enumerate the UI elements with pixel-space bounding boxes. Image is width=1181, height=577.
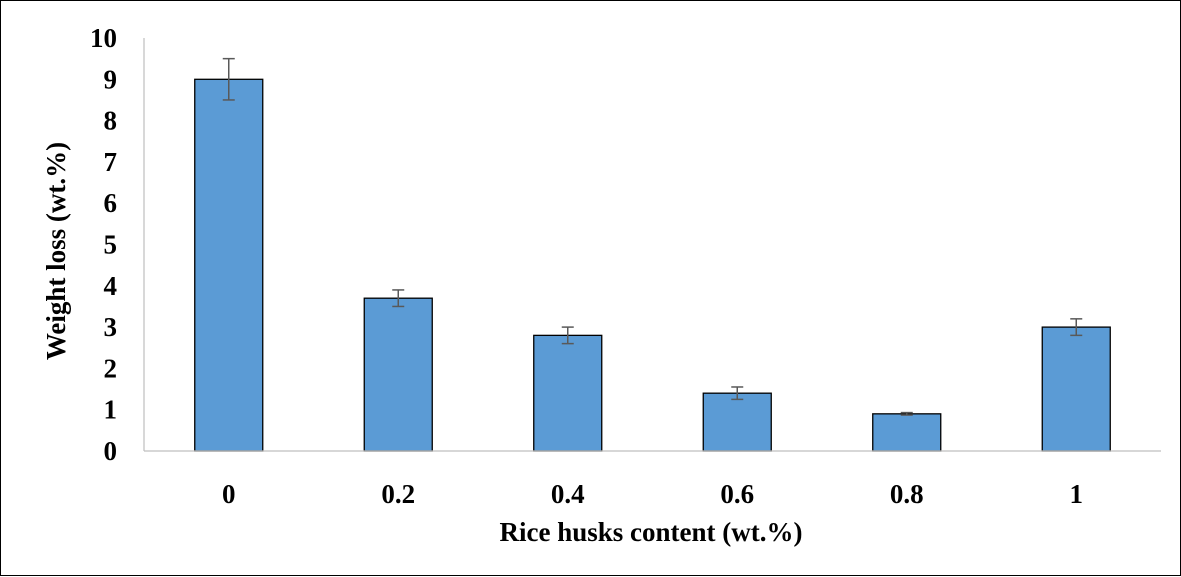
y-tick-labels: 0 1 2 3 4 5 6 7 8 9 10 xyxy=(90,23,117,466)
y-axis-title: Weight loss (wt.%) xyxy=(41,142,71,360)
error-bar xyxy=(561,326,574,345)
bar xyxy=(702,392,772,452)
bar xyxy=(872,413,942,452)
x-tick-label: 0.6 xyxy=(720,479,754,509)
y-tick-label: 5 xyxy=(104,230,118,260)
x-tick-label: 0.2 xyxy=(381,479,415,509)
x-tick-label: 0.4 xyxy=(551,479,585,509)
x-tick-labels: 0 0.2 0.4 0.6 0.8 1 xyxy=(222,479,1083,509)
x-tick-label: 1 xyxy=(1070,479,1084,509)
error-bar xyxy=(900,411,913,416)
y-tick-label: 4 xyxy=(104,271,118,301)
x-axis-title: Rice husks content (wt.%) xyxy=(500,517,803,547)
bar xyxy=(194,78,264,452)
x-tick-label: 0.8 xyxy=(890,479,924,509)
bar xyxy=(363,297,433,452)
y-tick-label: 2 xyxy=(104,353,118,383)
y-tick-label: 3 xyxy=(104,312,118,342)
y-tick-label: 1 xyxy=(104,395,118,425)
error-bars-layer xyxy=(222,57,1083,416)
x-tick-label: 0 xyxy=(222,479,236,509)
y-tick-label: 10 xyxy=(90,23,117,53)
error-bar xyxy=(392,289,405,308)
y-tick-label: 0 xyxy=(104,436,118,466)
y-tick-label: 6 xyxy=(104,188,118,218)
y-tick-label: 8 xyxy=(104,106,118,136)
error-bar xyxy=(1070,318,1083,337)
error-bar xyxy=(731,386,744,401)
y-tick-label: 9 xyxy=(104,64,118,94)
bar xyxy=(533,334,603,452)
y-tick-label: 7 xyxy=(104,147,118,177)
axes-layer xyxy=(143,38,1161,452)
error-bar xyxy=(222,57,235,101)
bar xyxy=(1041,326,1111,452)
bars-layer xyxy=(194,78,1111,452)
